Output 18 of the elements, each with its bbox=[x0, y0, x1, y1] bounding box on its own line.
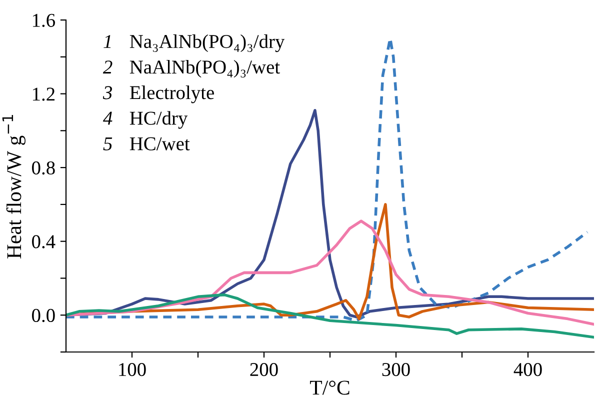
line-series bbox=[66, 220, 594, 326]
x-tick-label: 100 bbox=[119, 362, 146, 376]
annotation: 3 Electrolyte bbox=[102, 86, 214, 104]
x-tick-label: 400 bbox=[514, 362, 542, 376]
y-tick-label: 1.6 bbox=[32, 14, 56, 28]
y-tick-label: 0.8 bbox=[32, 161, 55, 175]
y-tick-label: 0.4 bbox=[32, 235, 56, 248]
x-tick-label: 300 bbox=[382, 362, 410, 376]
y-axis-title: Heat flow/W g$^{−1}$ bbox=[2, 114, 26, 259]
annotation: 1 Na₃AlNb(PO₄)₃/dry bbox=[104, 34, 285, 52]
annotation: 4 HC/dry bbox=[103, 111, 188, 129]
y-tick-label: 1.2 bbox=[32, 88, 55, 101]
text: 0.0 bbox=[32, 308, 55, 322]
x-tick-label: 200 bbox=[250, 362, 278, 376]
annotation: 5 HC/wet bbox=[103, 137, 190, 150]
x-axis-title: T/°C bbox=[310, 380, 350, 395]
line-series bbox=[66, 293, 594, 339]
annotation: 2 NaAlNb(PO₄)₃/wet bbox=[102, 60, 280, 78]
